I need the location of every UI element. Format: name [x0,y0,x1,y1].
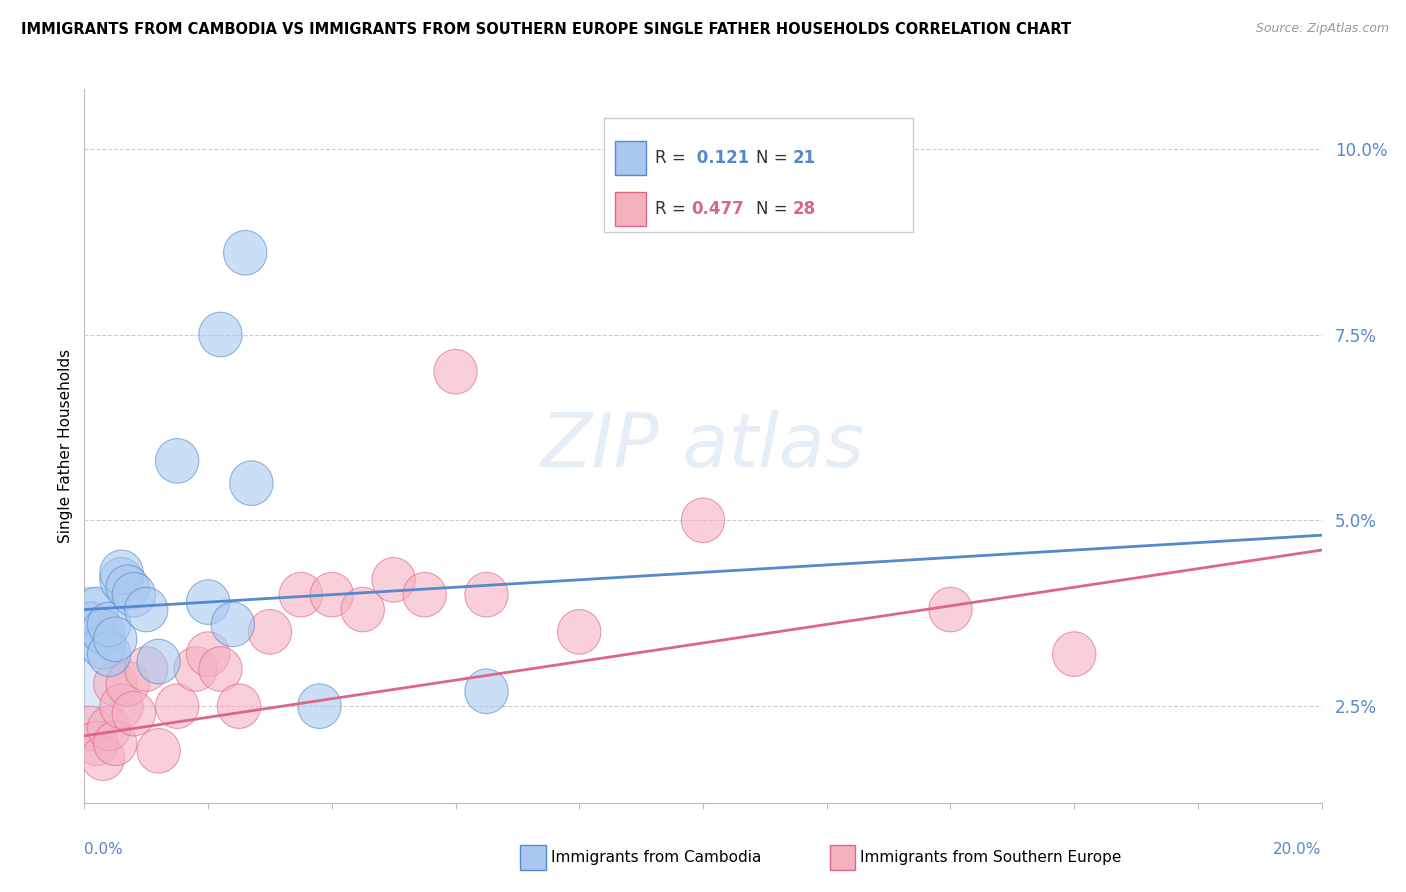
Ellipse shape [929,587,972,632]
Ellipse shape [311,573,353,617]
Ellipse shape [404,573,446,617]
Ellipse shape [69,706,112,751]
Ellipse shape [224,230,267,275]
Ellipse shape [187,632,229,676]
Text: 20.0%: 20.0% [1274,842,1322,856]
Ellipse shape [229,461,273,506]
Ellipse shape [342,587,384,632]
Ellipse shape [198,647,242,691]
Ellipse shape [112,573,156,617]
Ellipse shape [558,609,600,654]
Ellipse shape [69,602,112,647]
Ellipse shape [1053,632,1095,676]
Text: R =: R = [655,200,690,218]
Ellipse shape [298,684,342,729]
Ellipse shape [249,609,291,654]
Ellipse shape [53,587,128,751]
Text: ZIP atlas: ZIP atlas [541,410,865,482]
Ellipse shape [100,558,143,602]
Ellipse shape [94,617,136,662]
Text: N =: N = [756,149,793,167]
Ellipse shape [94,721,136,765]
Text: 21: 21 [793,149,815,167]
Ellipse shape [75,587,118,632]
Ellipse shape [465,573,508,617]
Ellipse shape [87,706,131,751]
Ellipse shape [82,624,125,669]
Ellipse shape [112,691,156,736]
Text: 0.121: 0.121 [692,149,749,167]
Ellipse shape [198,312,242,357]
Ellipse shape [125,587,167,632]
Ellipse shape [373,558,415,602]
Ellipse shape [94,662,136,706]
Ellipse shape [682,498,724,542]
Ellipse shape [136,640,180,684]
Ellipse shape [105,565,149,609]
Text: 0.477: 0.477 [692,200,744,218]
Text: 0.0%: 0.0% [84,842,124,856]
Y-axis label: Single Father Households: Single Father Households [58,349,73,543]
Ellipse shape [87,602,131,647]
Text: Source: ZipAtlas.com: Source: ZipAtlas.com [1256,22,1389,36]
Ellipse shape [100,550,143,595]
Text: 28: 28 [793,200,815,218]
Ellipse shape [465,669,508,714]
Ellipse shape [75,721,118,765]
Ellipse shape [136,729,180,773]
Ellipse shape [82,609,125,654]
Text: IMMIGRANTS FROM CAMBODIA VS IMMIGRANTS FROM SOUTHERN EUROPE SINGLE FATHER HOUSEH: IMMIGRANTS FROM CAMBODIA VS IMMIGRANTS F… [21,22,1071,37]
Ellipse shape [174,647,218,691]
Ellipse shape [156,684,198,729]
Ellipse shape [434,350,477,394]
Ellipse shape [218,684,260,729]
Text: R =: R = [655,149,690,167]
Text: Immigrants from Cambodia: Immigrants from Cambodia [551,850,762,864]
Ellipse shape [82,736,125,780]
Text: Immigrants from Southern Europe: Immigrants from Southern Europe [860,850,1122,864]
Text: N =: N = [756,200,793,218]
Ellipse shape [156,439,198,483]
Ellipse shape [211,602,254,647]
Ellipse shape [105,662,149,706]
Ellipse shape [125,647,167,691]
Ellipse shape [187,580,229,624]
Ellipse shape [100,684,143,729]
Ellipse shape [87,632,131,676]
Ellipse shape [280,573,322,617]
